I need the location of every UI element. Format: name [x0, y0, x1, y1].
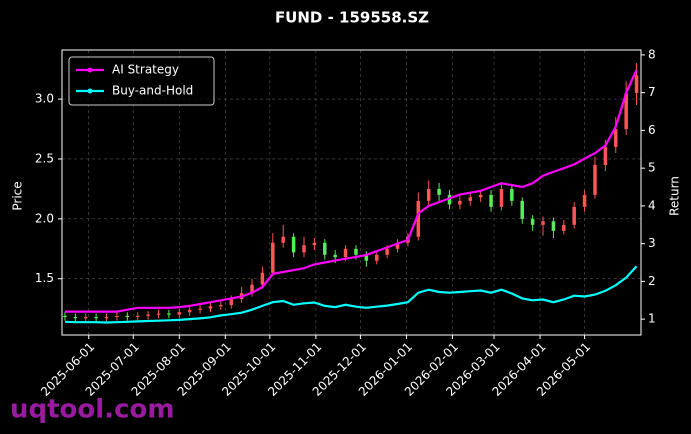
- candle-body: [520, 200, 524, 219]
- y2-tick-label: 7: [648, 85, 656, 99]
- candle-body: [458, 200, 462, 205]
- candle-body: [302, 245, 306, 253]
- candle-body: [374, 254, 379, 261]
- candle-body: [634, 75, 639, 94]
- plot-frame: [61, 49, 642, 336]
- legend-box: [68, 56, 215, 106]
- candle-body: [125, 315, 130, 318]
- candle-body: [229, 299, 233, 306]
- candle-body: [146, 314, 150, 316]
- candle-body: [63, 315, 67, 318]
- legend-marker: [87, 88, 93, 94]
- y-tick-label: 2.5: [35, 151, 54, 165]
- candle-body: [510, 188, 514, 201]
- candle-body: [530, 218, 535, 225]
- candle-body: [291, 236, 296, 253]
- candle-body: [416, 200, 421, 237]
- candle-body: [354, 248, 358, 255]
- candle-body: [624, 93, 628, 130]
- candle-body: [468, 197, 473, 201]
- candle-body: [187, 309, 192, 313]
- legend-label: AI Strategy: [112, 63, 179, 77]
- y2-tick-label: 2: [648, 274, 656, 288]
- candle-body: [364, 254, 369, 261]
- legend-label: Buy-and-Hold: [112, 84, 193, 98]
- candle-body: [426, 188, 431, 201]
- candle-body: [551, 221, 556, 231]
- legend: AI Strategy Buy-and-Hold: [68, 56, 215, 106]
- candle-body: [177, 312, 182, 315]
- y2-tick-label: 8: [648, 47, 656, 61]
- y-tick-label: 2.0: [35, 211, 54, 225]
- candle-body: [593, 164, 597, 195]
- series-line: [65, 69, 638, 313]
- y-axis-label: Price: [11, 181, 25, 210]
- candle-body: [135, 315, 140, 318]
- candle-body: [603, 146, 608, 165]
- series-line: [64, 265, 638, 324]
- candle-body: [562, 224, 566, 231]
- candle-body: [572, 206, 576, 225]
- candle-body: [73, 317, 78, 319]
- candle-body: [489, 194, 493, 207]
- y2-tick-label: 1: [648, 312, 656, 326]
- candle-body: [198, 308, 202, 310]
- y2-axis-label: Return: [668, 176, 682, 216]
- y2-tick-label: 5: [648, 161, 656, 175]
- candle-body: [395, 242, 400, 249]
- candle-body: [260, 272, 265, 285]
- candle-body: [271, 242, 275, 273]
- candle-body: [115, 315, 119, 318]
- y2-tick-label: 6: [648, 123, 656, 137]
- watermark: uqtool.com: [10, 395, 174, 425]
- y-tick-label: 1.5: [35, 271, 54, 285]
- candle-body: [312, 242, 317, 246]
- chart-title: FUND - 159558.SZ: [275, 9, 429, 27]
- candle-body: [385, 248, 389, 255]
- candle-body: [94, 317, 98, 319]
- candle-body: [478, 194, 483, 198]
- y-tick-label: 3.0: [35, 92, 54, 106]
- candle-body: [541, 221, 545, 225]
- candle-body: [343, 248, 348, 258]
- candle-body: [447, 194, 452, 205]
- candle-body: [323, 242, 327, 255]
- candle-body: [250, 284, 254, 294]
- candle-body: [499, 188, 504, 207]
- candle-body: [208, 306, 213, 309]
- candle-body: [582, 194, 587, 207]
- candle-body: [281, 236, 285, 243]
- candle-body: [104, 317, 109, 319]
- legend-marker: [87, 67, 93, 73]
- candle-body: [156, 313, 161, 315]
- y2-tick-label: 4: [648, 198, 656, 212]
- candle-body: [437, 188, 441, 195]
- y2-tick-label: 3: [648, 236, 656, 250]
- candle-body: [614, 129, 618, 147]
- candle-body: [167, 313, 171, 315]
- candle-body: [84, 317, 88, 319]
- candle-body: [333, 254, 337, 258]
- candle-body: [219, 305, 223, 307]
